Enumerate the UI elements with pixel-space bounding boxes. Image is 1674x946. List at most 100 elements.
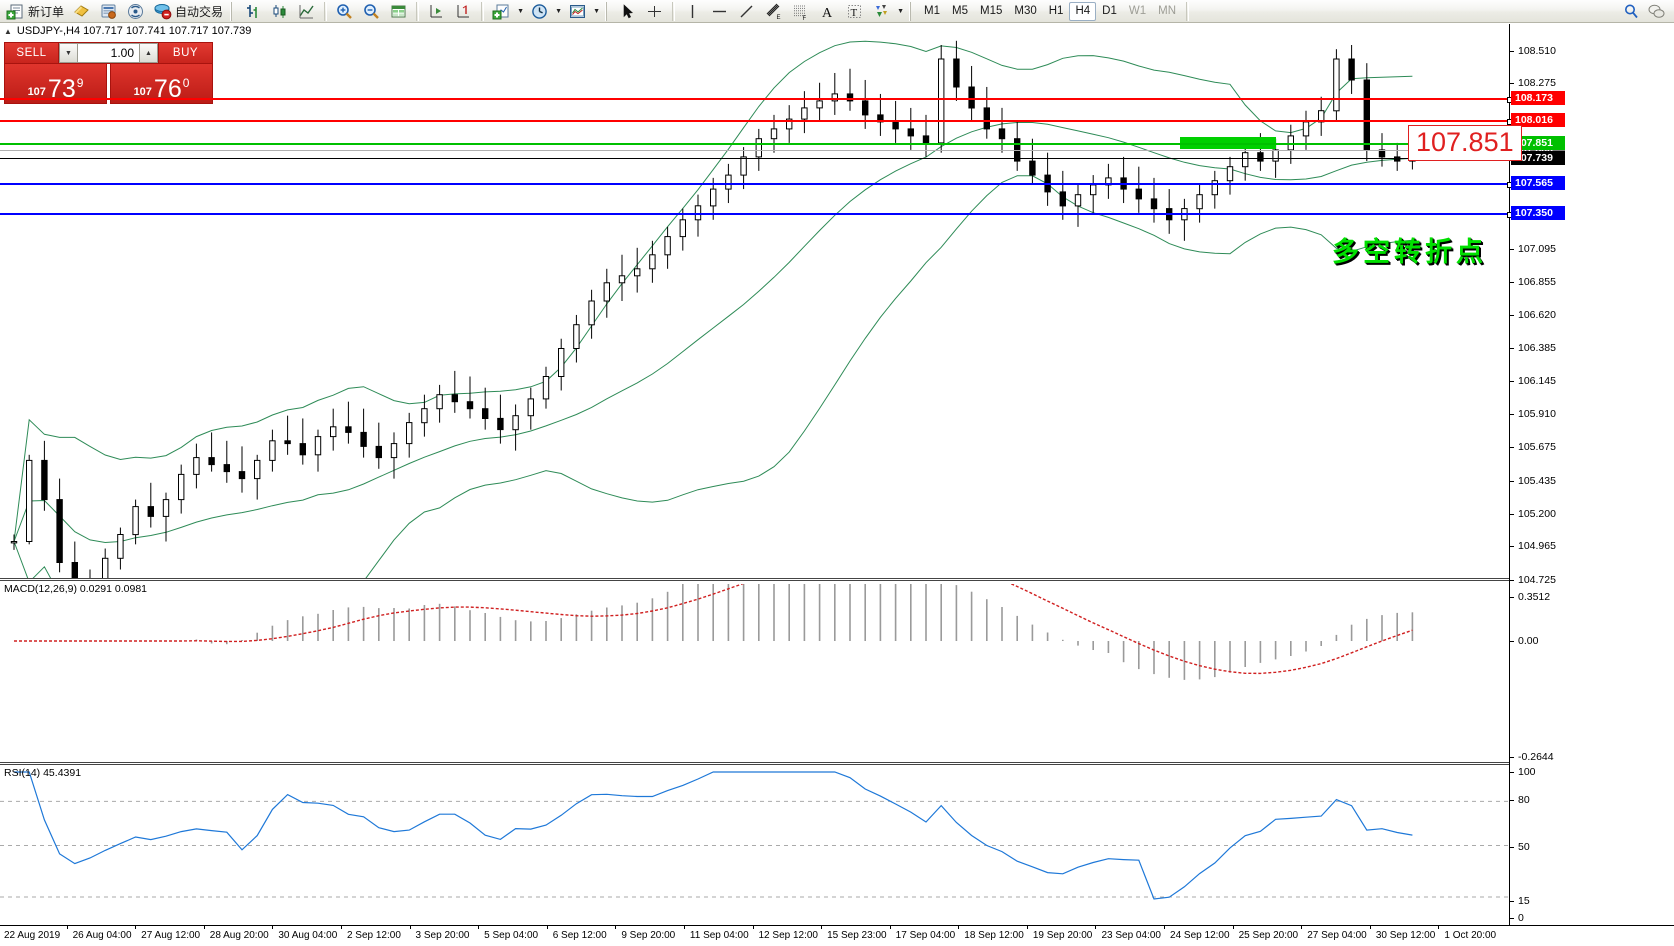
volume-decrease-button[interactable]: ▼ xyxy=(59,43,78,63)
autotrading-button[interactable]: 自动交易 xyxy=(149,1,227,22)
toolbar-grip-3[interactable] xyxy=(909,1,916,21)
support-line-107.565[interactable] xyxy=(0,181,1513,188)
buy-price-button[interactable]: 107 76 0 xyxy=(110,64,213,104)
buy-button[interactable]: BUY xyxy=(158,42,213,64)
timeframe-m30[interactable]: M30 xyxy=(1014,5,1037,17)
metaeditor-button[interactable] xyxy=(68,1,95,22)
resistance-line-108.173[interactable] xyxy=(0,96,1513,103)
toolbar-separator-4 xyxy=(672,1,676,21)
shift-chart-button[interactable] xyxy=(423,1,450,22)
line-chart-button[interactable] xyxy=(293,1,320,22)
search-icon[interactable] xyxy=(1622,2,1641,21)
bar-chart-button[interactable] xyxy=(239,1,266,22)
resistance-line-108.016[interactable] xyxy=(0,118,1513,125)
one-click-trading-panel[interactable]: SELL ▼ 1.00 ▲ BUY 107 73 9 107 76 0 xyxy=(4,42,213,104)
buy-price-main: 76 xyxy=(153,75,182,103)
price-chart-pane[interactable] xyxy=(0,38,1509,580)
text-label-button[interactable]: T xyxy=(841,1,868,22)
zoom-out-icon xyxy=(362,2,381,21)
channel-icon: E xyxy=(764,2,783,21)
bar-chart-icon xyxy=(243,2,262,21)
period-button[interactable] xyxy=(526,1,553,22)
sell-button[interactable]: SELL xyxy=(4,42,59,64)
toolbar-separator-3 xyxy=(481,1,485,21)
rsi-tick: 100 xyxy=(1510,766,1536,778)
bid-line-107.739[interactable] xyxy=(0,158,1509,160)
support-price-badge: 107.565 xyxy=(1511,175,1565,190)
toolbar-grip[interactable] xyxy=(230,1,237,21)
volume-input[interactable]: 1.00 xyxy=(78,43,139,63)
auto-scroll-button[interactable] xyxy=(450,1,477,22)
fibonacci-button[interactable]: F xyxy=(787,1,814,22)
timeframe-m1[interactable]: M1 xyxy=(924,5,941,17)
vertical-line-button[interactable] xyxy=(679,1,706,22)
price-axis[interactable]: 108.510 108.275 107.095 106.855 106.620 106.3… xyxy=(1509,24,1674,925)
timeframe-w1[interactable]: W1 xyxy=(1128,5,1147,17)
grid-view-button[interactable] xyxy=(385,1,412,22)
horizontal-line-button[interactable] xyxy=(706,1,733,22)
new-order-button[interactable]: 新订单 xyxy=(2,1,68,22)
volume-increase-button[interactable]: ▲ xyxy=(139,43,158,63)
templates-dropdown-arrow[interactable]: ▼ xyxy=(593,7,600,15)
callout-text: 107.851 xyxy=(1416,126,1514,157)
time-tick: 17 Sep 04:00 xyxy=(889,925,956,941)
crosshair-button[interactable] xyxy=(641,1,668,22)
pivot-price-badge: 107.851 xyxy=(1511,135,1565,150)
text-icon: A xyxy=(818,2,837,21)
period-dropdown-arrow[interactable]: ▼ xyxy=(555,7,562,15)
price-callout-label[interactable]: 107.851 xyxy=(1408,124,1522,161)
cursor-button[interactable] xyxy=(614,1,641,22)
ask-line xyxy=(0,149,1509,151)
chart-annotation-text[interactable]: 多空转折点 xyxy=(1332,230,1487,269)
text-button[interactable]: A xyxy=(814,1,841,22)
zoom-in-icon xyxy=(335,2,354,21)
rsi-pane[interactable] xyxy=(0,768,1509,925)
pane-separator-1[interactable] xyxy=(0,578,1509,581)
toolbar-separator-5 xyxy=(1186,1,1189,21)
data-window-button[interactable] xyxy=(122,1,149,22)
timeframe-group: M1 M5 M15 M30 H1 H4 D1 W1 MN xyxy=(918,1,1182,21)
time-tick: 24 Sep 12:00 xyxy=(1164,925,1230,941)
zoom-in-button[interactable] xyxy=(331,1,358,22)
time-axis[interactable]: 22 Aug 2019 26 Aug 04:00 27 Aug 12:00 28 Au… xyxy=(0,925,1674,946)
indicators-button[interactable] xyxy=(488,1,515,22)
autotrading-icon xyxy=(153,2,172,21)
candlestick-chart-button[interactable] xyxy=(266,1,293,22)
time-tick: 19 Sep 20:00 xyxy=(1026,925,1093,941)
macd-tick: 0.00 xyxy=(1510,635,1538,647)
timeframe-h4[interactable]: H4 xyxy=(1069,1,1097,21)
timeframe-m15[interactable]: M15 xyxy=(980,5,1003,17)
volume-stepper[interactable]: ▼ 1.00 ▲ xyxy=(59,42,158,64)
chat-icon[interactable] xyxy=(1647,2,1666,21)
zoom-out-button[interactable] xyxy=(358,1,385,22)
sell-price-button[interactable]: 107 73 9 xyxy=(4,64,107,104)
equidistant-channel-button[interactable]: E xyxy=(760,1,787,22)
collapse-triangle-icon[interactable]: ▲ xyxy=(4,26,12,36)
templates-button[interactable] xyxy=(564,1,591,22)
support-line-107.35[interactable] xyxy=(0,211,1513,218)
price-tick: 105.910 xyxy=(1510,408,1556,420)
time-tick: 11 Sep 04:00 xyxy=(683,925,749,941)
market-watch-button[interactable] xyxy=(95,1,122,22)
pane-separator-2[interactable] xyxy=(0,762,1509,765)
timeframe-h1[interactable]: H1 xyxy=(1048,5,1064,17)
price-tick: 106.620 xyxy=(1510,309,1556,321)
arrows-dropdown-arrow[interactable]: ▼ xyxy=(897,7,904,15)
time-tick: 5 Sep 04:00 xyxy=(478,925,539,941)
price-tick: 108.275 xyxy=(1510,77,1556,89)
horizontal-line-icon xyxy=(710,2,729,21)
pivot-line-107.851[interactable] xyxy=(0,141,1513,148)
indicators-dropdown-arrow[interactable]: ▼ xyxy=(517,7,524,15)
timeframe-d1[interactable]: D1 xyxy=(1102,5,1117,17)
timeframe-m5[interactable]: M5 xyxy=(952,5,968,17)
timeframe-mn[interactable]: MN xyxy=(1158,5,1176,17)
macd-pane[interactable] xyxy=(0,584,1509,764)
chart-symbol-header: ▲ USDJPY-,H4 107.717 107.741 107.717 107… xyxy=(0,24,1674,38)
cursor-arrow-icon xyxy=(618,2,637,21)
arrows-button[interactable] xyxy=(868,1,895,22)
price-tick: 106.385 xyxy=(1510,342,1556,354)
trendline-button[interactable] xyxy=(733,1,760,22)
rsi-layer xyxy=(0,771,1509,900)
time-tick: 27 Aug 12:00 xyxy=(135,925,201,941)
toolbar-grip-2[interactable] xyxy=(605,1,612,21)
